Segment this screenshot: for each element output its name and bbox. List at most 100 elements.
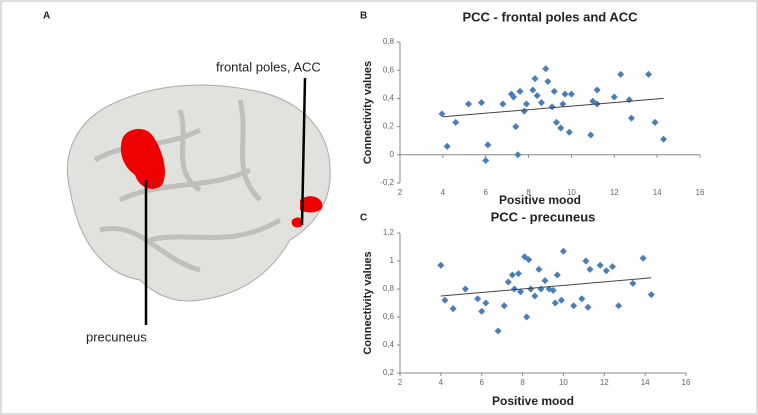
- point: [629, 279, 637, 287]
- region-precuneus: [120, 128, 165, 189]
- point: [438, 110, 446, 118]
- panel-label: C: [360, 213, 367, 224]
- point: [561, 90, 569, 98]
- x-tick-label: 10: [559, 378, 568, 387]
- point: [610, 93, 618, 101]
- point: [522, 100, 530, 108]
- x-axis-label: Positive mood: [492, 394, 574, 408]
- point: [557, 296, 565, 304]
- point: [441, 296, 449, 304]
- point: [617, 70, 625, 78]
- point: [504, 278, 512, 286]
- point: [527, 285, 535, 293]
- point: [584, 303, 592, 311]
- region-label: precuneus: [86, 329, 147, 344]
- point: [582, 257, 590, 265]
- point: [593, 86, 601, 94]
- x-tick-label: 8: [526, 188, 531, 197]
- point: [514, 270, 522, 278]
- x-tick-label: 4: [441, 188, 446, 197]
- point: [596, 261, 604, 269]
- y-tick-label: 1: [390, 256, 395, 265]
- y-tick-label: 0,8: [383, 37, 395, 46]
- point: [615, 302, 623, 310]
- point: [477, 99, 485, 107]
- point: [437, 261, 445, 269]
- y-tick-label: 1,2: [383, 228, 395, 237]
- point: [478, 307, 486, 315]
- point: [587, 131, 595, 139]
- point: [507, 90, 515, 98]
- panel-label: B: [360, 11, 367, 22]
- point: [660, 135, 668, 143]
- point: [516, 87, 524, 95]
- point: [542, 65, 550, 73]
- x-tick-label: 10: [567, 188, 576, 197]
- trendline: [442, 97, 664, 118]
- point: [510, 285, 518, 293]
- point: [508, 271, 516, 279]
- point: [551, 299, 559, 307]
- point: [567, 90, 575, 98]
- y-axis-label: Connectivity values: [362, 251, 374, 354]
- x-tick-label: 16: [682, 378, 691, 387]
- y-tick-label: 0,2: [383, 368, 395, 377]
- x-tick-label: 12: [610, 188, 619, 197]
- point: [482, 156, 490, 164]
- point: [512, 123, 520, 131]
- point: [565, 128, 573, 136]
- point: [544, 77, 552, 85]
- y-tick-label: 0: [390, 150, 395, 159]
- point: [529, 86, 537, 94]
- x-tick-label: 4: [439, 378, 444, 387]
- y-tick-label: 0,8: [383, 284, 395, 293]
- x-axis-label: Positive mood: [499, 193, 581, 207]
- point: [514, 151, 522, 159]
- point: [452, 118, 460, 126]
- point: [535, 265, 543, 273]
- point: [465, 100, 473, 108]
- point: [645, 70, 653, 78]
- point: [608, 263, 616, 271]
- brain: frontal poles, ACC precuneus: [66, 59, 331, 344]
- point: [517, 288, 525, 296]
- point: [552, 118, 560, 126]
- point: [510, 93, 518, 101]
- x-tick-label: 8: [520, 378, 525, 387]
- region-label: frontal poles, ACC: [216, 59, 321, 74]
- x-tick-label: 6: [479, 378, 484, 387]
- point: [549, 286, 557, 294]
- point: [559, 247, 567, 255]
- y-tick-label: 0,4: [383, 94, 395, 103]
- point: [531, 292, 539, 300]
- point: [589, 97, 597, 105]
- point: [494, 327, 502, 335]
- point: [531, 75, 539, 83]
- x-tick-label: 2: [398, 378, 403, 387]
- point: [627, 114, 635, 122]
- point: [639, 254, 647, 262]
- region-frontal: [291, 196, 323, 228]
- pointer-line: [300, 77, 307, 226]
- y-axis-label: Connectivity values: [362, 61, 374, 164]
- point: [461, 285, 469, 293]
- trendline: [440, 277, 652, 297]
- y-tick-label: 0,6: [383, 65, 395, 74]
- point: [541, 277, 549, 285]
- point: [525, 256, 533, 264]
- point: [499, 100, 507, 108]
- chart-title: PCC - precuneus: [491, 209, 596, 224]
- chart-title: PCC - frontal poles and ACC: [462, 9, 638, 24]
- point: [550, 87, 558, 95]
- y-tick-label: 0,4: [383, 340, 395, 349]
- x-tick-label: 2: [398, 188, 403, 197]
- point: [557, 124, 565, 132]
- point: [482, 299, 490, 307]
- point: [474, 295, 482, 303]
- x-tick-label: 14: [641, 378, 650, 387]
- y-tick-label: 0,2: [383, 122, 395, 131]
- point: [559, 100, 567, 108]
- point: [586, 265, 594, 273]
- y-tick-label: -0,2: [380, 178, 394, 187]
